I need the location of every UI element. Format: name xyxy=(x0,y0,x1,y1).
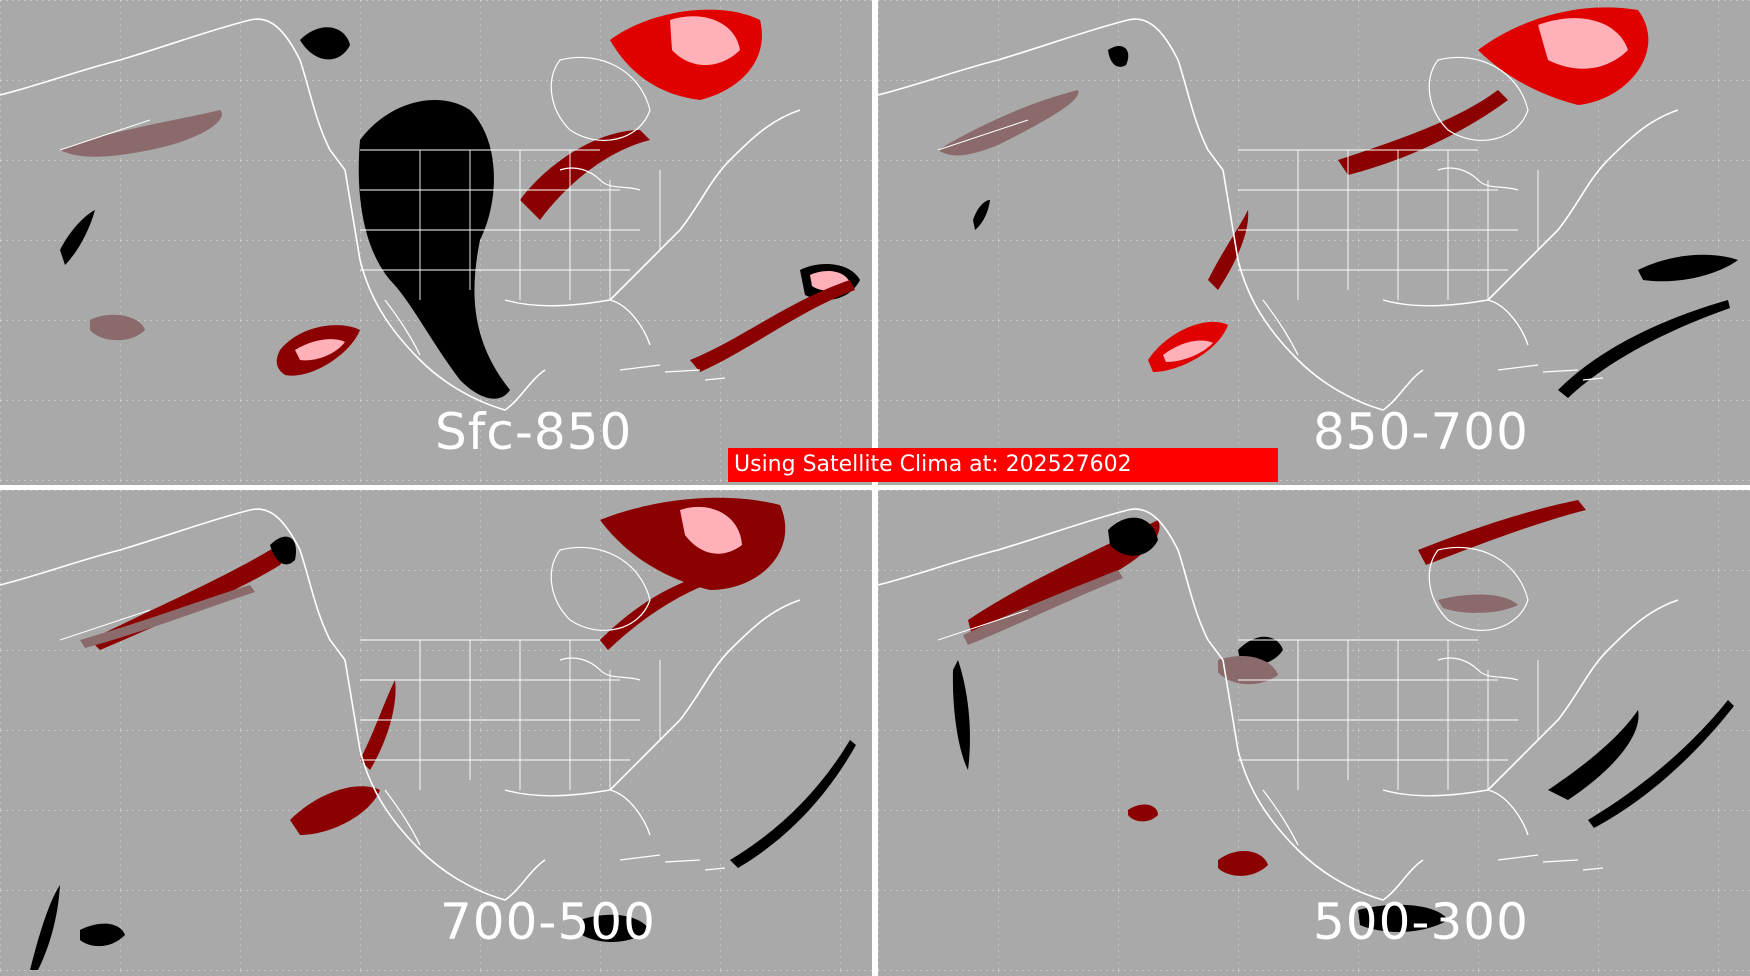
map-panel-850-700: 850-700 xyxy=(878,0,1750,485)
layer-label-sfc-850: Sfc-850 xyxy=(435,403,633,461)
moisture-map-700-500 xyxy=(0,490,872,975)
layer-label-500-300: 500-300 xyxy=(1313,893,1529,951)
moisture-map-850-700 xyxy=(878,0,1750,485)
horizontal-divider xyxy=(0,485,1750,490)
moisture-map-sfc-850 xyxy=(0,0,872,485)
map-panel-700-500: 700-500 xyxy=(0,490,872,975)
map-panel-500-300: 500-300 xyxy=(878,490,1750,975)
moisture-map-500-300 xyxy=(878,490,1750,975)
layer-label-700-500: 700-500 xyxy=(440,893,656,951)
layer-label-850-700: 850-700 xyxy=(1313,403,1529,461)
satellite-climatology-banner: Using Satellite Clima at: 202527602 xyxy=(728,448,1278,482)
map-panel-sfc-850: Sfc-850 xyxy=(0,0,872,485)
